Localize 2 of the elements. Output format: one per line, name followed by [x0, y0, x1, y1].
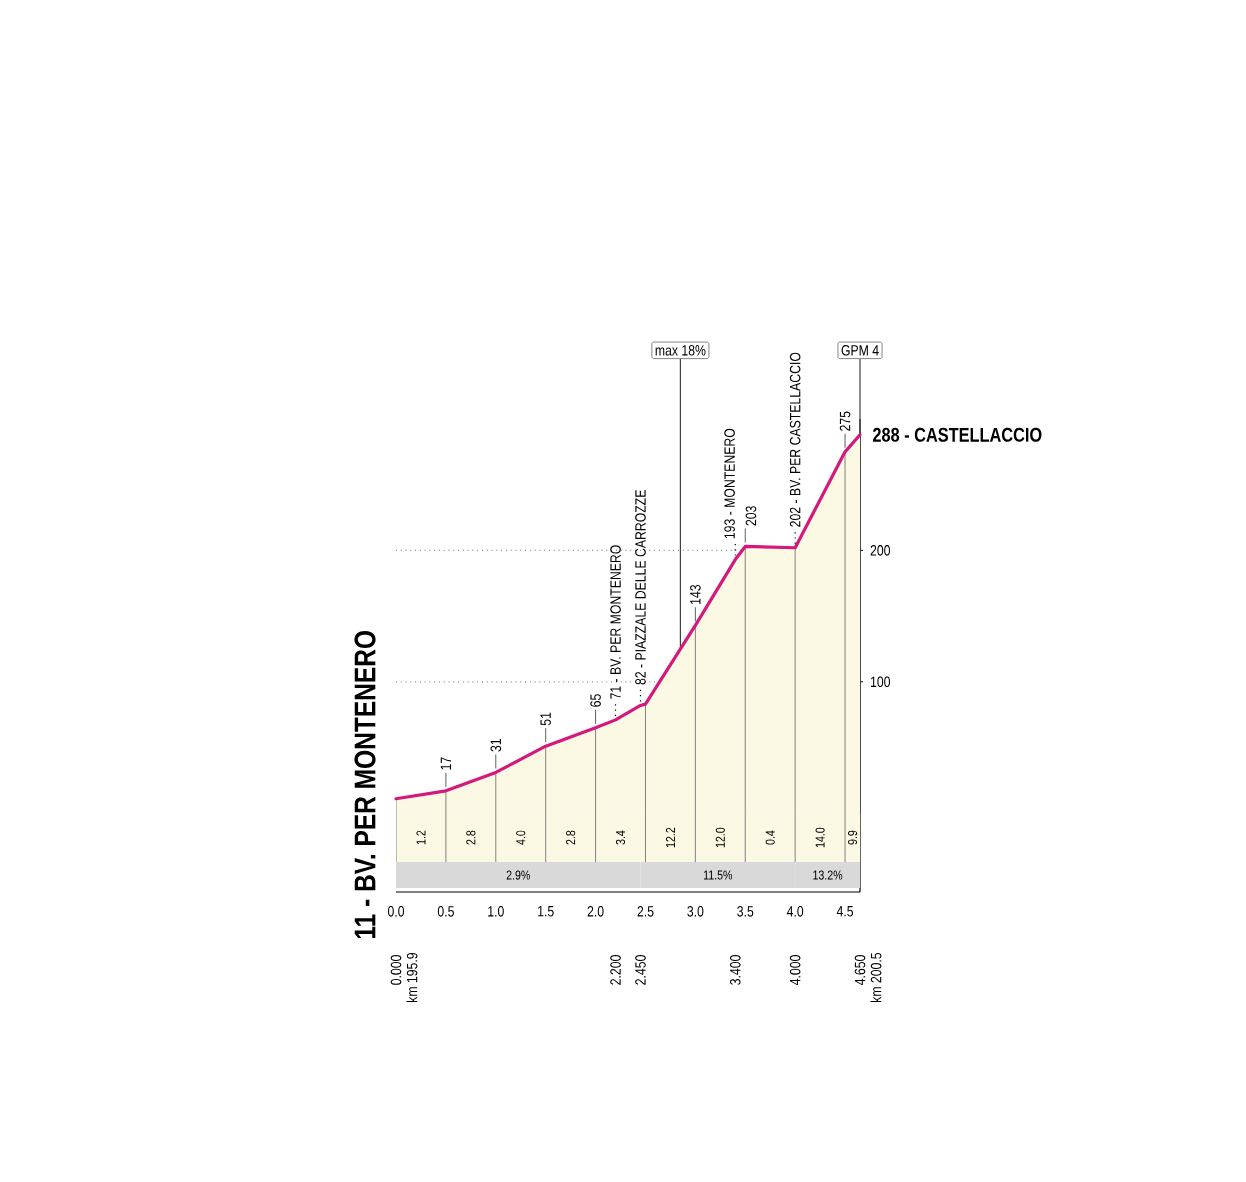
data-label: 288 - CASTELLACCIO: [872, 427, 1042, 442]
data-label: 11 - BV. PER MONTENERO: [354, 631, 376, 939]
